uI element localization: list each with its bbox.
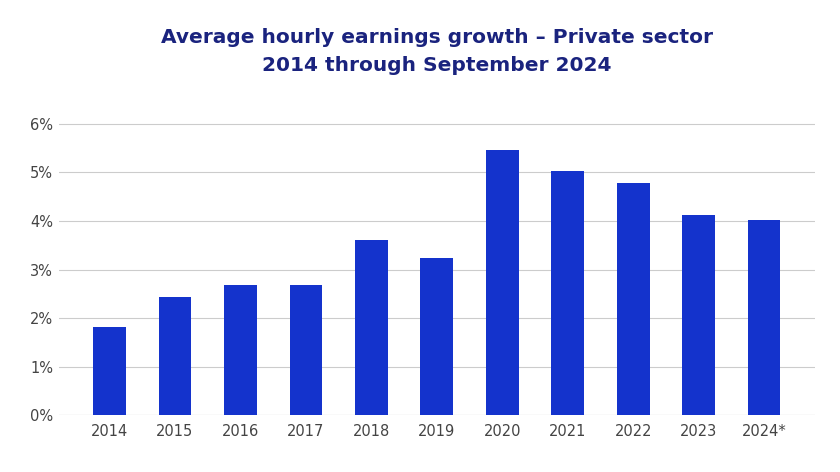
Bar [486, 150, 518, 415]
Title: Average hourly earnings growth – Private sector
2014 through September 2024: Average hourly earnings growth – Private… [160, 28, 713, 75]
Bar [421, 259, 453, 415]
Bar [748, 220, 780, 415]
Bar [224, 285, 257, 415]
Bar [290, 285, 323, 415]
Bar [159, 297, 192, 415]
Bar [93, 327, 126, 415]
Bar [355, 240, 388, 415]
Bar [551, 171, 584, 415]
Bar [682, 215, 715, 415]
Bar [617, 183, 649, 415]
